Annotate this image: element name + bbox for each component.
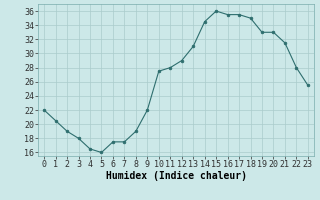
X-axis label: Humidex (Indice chaleur): Humidex (Indice chaleur): [106, 171, 246, 181]
